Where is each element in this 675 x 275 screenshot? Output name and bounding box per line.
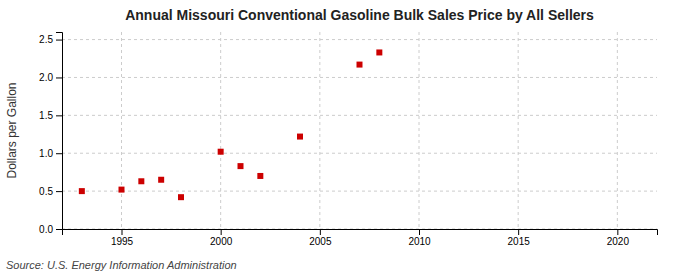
y-tick-mark — [56, 229, 62, 230]
y-grid-line — [62, 39, 657, 40]
chart: 1995 2000 2005 2010 2015 2020 0.0 0.5 1.0 1.5 2.0 2… — [0, 0, 675, 275]
y-axis-line — [56, 33, 63, 230]
grid — [62, 32, 657, 229]
point — [238, 163, 244, 169]
y-tick-mark — [56, 115, 62, 116]
y-tick-label: 2.5 — [39, 34, 53, 45]
title: Annual Missouri Conventional Gasoline Bu… — [125, 7, 594, 23]
y-tick: 2.5 — [39, 34, 62, 45]
y-axis-title: Dollars per Gallon — [5, 82, 19, 178]
x-tick: 2010 — [408, 229, 431, 247]
y-grid-line — [62, 115, 657, 116]
point — [357, 62, 363, 68]
y-tick-label: 1.5 — [39, 110, 53, 121]
y-tick: 1.5 — [39, 110, 62, 121]
point — [119, 187, 125, 193]
x-grid-line — [419, 32, 420, 229]
x-grid-line — [220, 32, 221, 229]
point — [218, 149, 224, 155]
x-tick-label: 2015 — [508, 236, 531, 247]
point — [138, 178, 144, 184]
x-tick-mark — [419, 229, 420, 235]
x-tick-mark — [518, 229, 519, 235]
annotation: Source: U.S. Energy Information Administ… — [6, 259, 237, 271]
y-tick: 2.0 — [39, 72, 62, 83]
x-tick-mark — [617, 229, 618, 235]
y-tick-mark — [56, 191, 62, 192]
y-tick: 0.0 — [39, 224, 62, 235]
x-tick: 2015 — [508, 229, 531, 247]
point — [79, 188, 85, 194]
x-axis: 1995 2000 2005 2010 2015 2020 — [63, 229, 658, 247]
x-tick: 1995 — [111, 229, 134, 247]
y-tick: 0.5 — [39, 186, 62, 197]
y-tick-mark — [56, 153, 62, 154]
x-grid-line — [121, 32, 122, 229]
x-tick: 2000 — [210, 229, 233, 247]
y-tick-label: 2.0 — [39, 72, 53, 83]
x-tick-mark — [122, 229, 123, 235]
x-grid-line — [319, 32, 320, 229]
x-tick: 2020 — [607, 229, 630, 247]
y-tick-label: 0.5 — [39, 186, 53, 197]
y-tick-label: 0.0 — [39, 224, 53, 235]
x-tick: 2005 — [309, 229, 332, 247]
point — [297, 134, 303, 140]
point — [257, 173, 263, 179]
x-tick-label: 2020 — [607, 236, 630, 247]
x-axis-line — [63, 230, 658, 236]
y-axis: 0.0 0.5 1.0 1.5 2.0 2.5 — [39, 33, 62, 235]
x-tick-label: 2000 — [210, 236, 233, 247]
points — [79, 49, 383, 200]
x-tick-mark — [221, 229, 222, 235]
x-tick-label: 2005 — [309, 236, 332, 247]
y-tick: 1.0 — [39, 148, 62, 159]
y-grid-line — [62, 77, 657, 78]
y-grid-line — [62, 191, 657, 192]
x-tick-mark — [320, 229, 321, 235]
y-grid-line — [62, 153, 657, 154]
y-tick-label: 1.0 — [39, 148, 53, 159]
point — [178, 194, 184, 200]
y-tick-mark — [56, 40, 62, 41]
x-grid-line — [518, 32, 519, 229]
x-grid-line — [617, 32, 618, 229]
x-tick-label: 1995 — [111, 236, 134, 247]
y-tick-mark — [56, 77, 62, 78]
x-tick-label: 2010 — [408, 236, 431, 247]
plot: 1995 2000 2005 2010 2015 2020 0.0 0.5 1.0 1.5 2.0 2… — [39, 32, 657, 247]
point — [376, 49, 382, 55]
point — [158, 177, 164, 183]
